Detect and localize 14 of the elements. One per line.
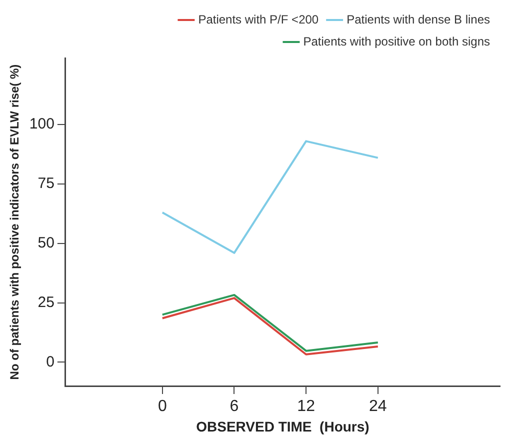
y-tick-label: 100 <box>29 116 54 133</box>
y-axis-title: No of patients with positive indicators of EVLW rise( %) <box>8 64 22 380</box>
y-tick-label: 75 <box>38 175 54 192</box>
x-tick-label: 24 <box>368 398 387 416</box>
legend-label: Patients with positive on both signs <box>303 34 490 48</box>
y-tick-label: 25 <box>38 294 54 311</box>
x-tick-label: 12 <box>297 398 316 416</box>
x-axis-title: OBSERVED TIME (Hours) <box>196 418 370 434</box>
y-tick-label: 50 <box>38 234 54 252</box>
y-tick-label: 0 <box>46 353 54 370</box>
legend-label: Patients with dense B lines <box>346 12 490 26</box>
legend-label: Patients with P/F <200 <box>198 12 319 26</box>
x-tick-label: 0 <box>158 398 167 416</box>
x-tick-label: 6 <box>230 398 239 416</box>
